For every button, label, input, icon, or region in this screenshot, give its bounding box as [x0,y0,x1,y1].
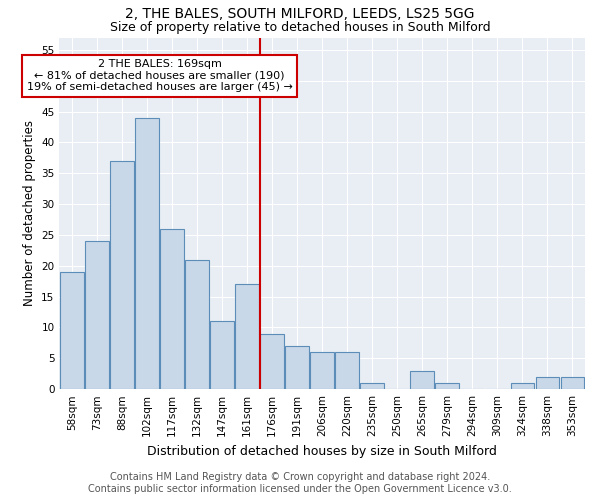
Y-axis label: Number of detached properties: Number of detached properties [23,120,35,306]
Bar [210,322,234,389]
Bar [60,272,84,389]
Bar [511,383,535,389]
Bar [536,377,559,389]
Bar [285,346,309,389]
Text: Size of property relative to detached houses in South Milford: Size of property relative to detached ho… [110,21,490,34]
Bar [410,370,434,389]
Bar [436,383,459,389]
Bar [185,260,209,389]
Bar [135,118,159,389]
Text: 2 THE BALES: 169sqm
← 81% of detached houses are smaller (190)
19% of semi-detac: 2 THE BALES: 169sqm ← 81% of detached ho… [26,59,292,92]
Bar [260,334,284,389]
X-axis label: Distribution of detached houses by size in South Milford: Distribution of detached houses by size … [147,444,497,458]
Bar [310,352,334,389]
Bar [361,383,384,389]
Bar [85,241,109,389]
Bar [160,229,184,389]
Bar [335,352,359,389]
Text: Contains HM Land Registry data © Crown copyright and database right 2024.
Contai: Contains HM Land Registry data © Crown c… [88,472,512,494]
Bar [235,284,259,389]
Bar [110,161,134,389]
Bar [560,377,584,389]
Text: 2, THE BALES, SOUTH MILFORD, LEEDS, LS25 5GG: 2, THE BALES, SOUTH MILFORD, LEEDS, LS25… [125,8,475,22]
